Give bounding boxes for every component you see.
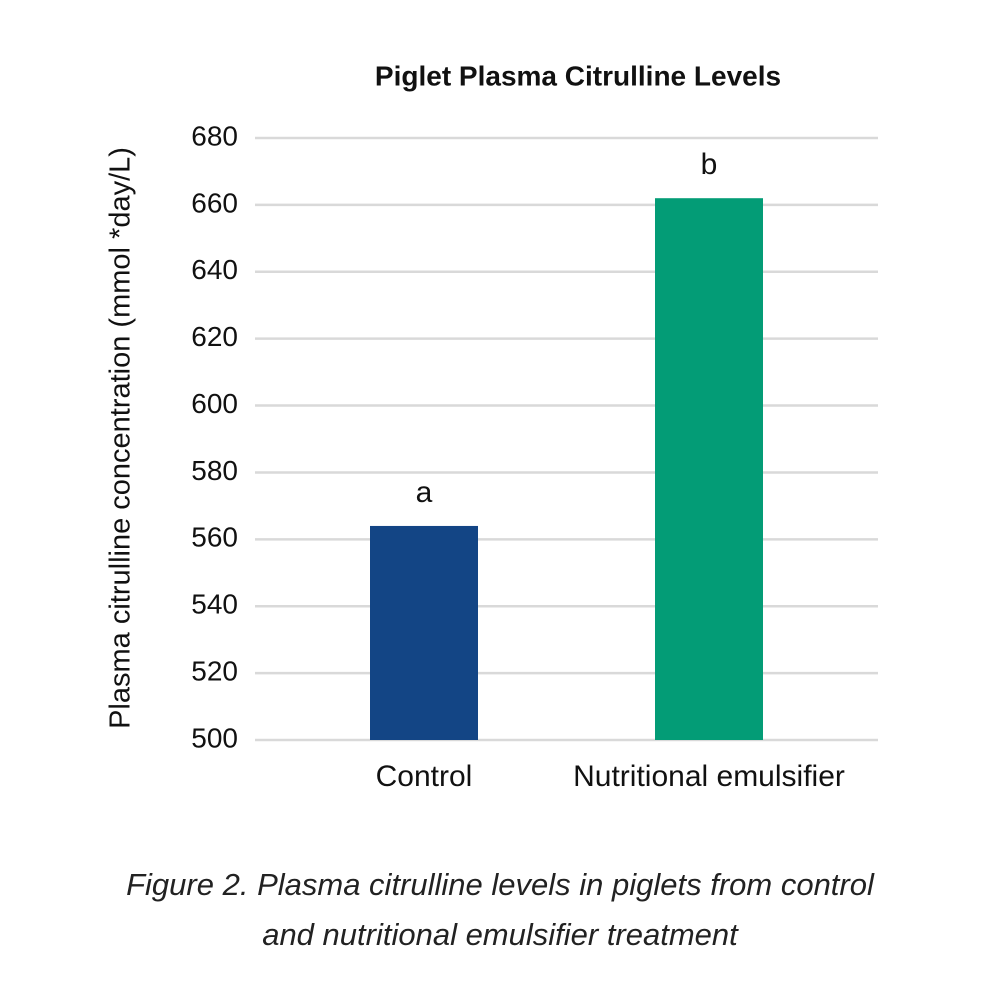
caption-label: Figure 2. — [126, 867, 249, 902]
x-tick-label: Nutritional emulsifier — [573, 760, 845, 793]
y-tick-label: 540 — [191, 589, 238, 620]
y-tick-label: 580 — [191, 455, 238, 486]
y-tick-label: 500 — [191, 722, 238, 753]
bar — [370, 525, 478, 740]
y-tick-label: 560 — [191, 522, 238, 553]
caption: Figure 2. Plasma citrulline levels in pi… — [100, 860, 900, 960]
bar-annotation: b — [701, 148, 718, 181]
y-tick-label: 640 — [191, 254, 238, 285]
caption-text: Plasma citrulline levels in piglets from… — [257, 867, 874, 952]
bar-annotation: a — [416, 476, 433, 509]
y-tick-label: 680 — [191, 120, 238, 151]
chart-title: Piglet Plasma Citrulline Levels — [375, 60, 781, 91]
y-tick-label: 660 — [191, 187, 238, 218]
x-tick-label: Control — [376, 760, 473, 793]
y-axis-label: Plasma citrulline concentration (mmol *d… — [105, 147, 137, 729]
y-tick-label: 520 — [191, 656, 238, 687]
y-tick-label: 620 — [191, 321, 238, 352]
bar — [655, 198, 763, 740]
y-tick-label: 600 — [191, 388, 238, 419]
chart: Piglet Plasma Citrulline Levels Plasma c… — [105, 60, 878, 793]
